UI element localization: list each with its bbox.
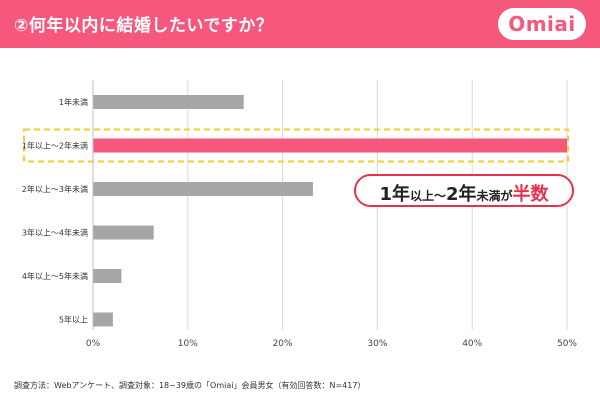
y-category-label: 1年未満 bbox=[59, 97, 88, 107]
bar bbox=[93, 182, 313, 196]
callout-part-2: 以上～ bbox=[409, 189, 446, 203]
y-category-label: 2年以上～3年未満 bbox=[22, 184, 88, 194]
bar bbox=[93, 312, 113, 327]
bar bbox=[93, 269, 122, 283]
bar bbox=[93, 138, 567, 153]
x-tick-label: 20% bbox=[273, 339, 293, 349]
y-category-label: 4年以上～5年未満 bbox=[22, 271, 88, 281]
survey-footnote: 調査方法：Webアンケート、調査対象：18~39歳の「Omiai」会員男女（有効… bbox=[14, 381, 366, 390]
bar bbox=[93, 225, 154, 240]
x-tick-label: 40% bbox=[462, 339, 482, 349]
y-category-label: 1年以上～2年未満 bbox=[22, 141, 88, 151]
highlight-frame bbox=[23, 128, 569, 163]
header-banner: ②何年以内に結婚したいですか？ Omiai bbox=[0, 0, 600, 48]
y-category-label: 3年以上～4年未満 bbox=[22, 228, 88, 238]
x-tick-label: 50% bbox=[557, 339, 577, 349]
x-tick-label: 30% bbox=[367, 339, 387, 349]
logo-text: Omiai bbox=[508, 12, 576, 36]
callout-highlight: 半数 bbox=[512, 184, 549, 205]
callout-part-4: 未満が bbox=[476, 189, 513, 203]
omiai-logo: Omiai bbox=[498, 8, 586, 40]
page-title: ②何年以内に結婚したいですか？ bbox=[14, 16, 274, 36]
y-category-label: 5年以上 bbox=[59, 315, 88, 325]
callout-badge: 1年 以上～ 2年 未満が 半数 bbox=[354, 174, 574, 207]
bar bbox=[93, 95, 244, 109]
callout-part-1: 1年 bbox=[379, 184, 410, 205]
x-tick-label: 0% bbox=[86, 339, 101, 349]
bar-chart: 0% 10% 20% 30% 40% 50% 1年未満 1年以上～2年未満 2年以上～3年未満 3… bbox=[22, 80, 577, 349]
x-tick-label: 10% bbox=[178, 339, 198, 349]
callout-part-3: 2年 bbox=[446, 184, 477, 205]
